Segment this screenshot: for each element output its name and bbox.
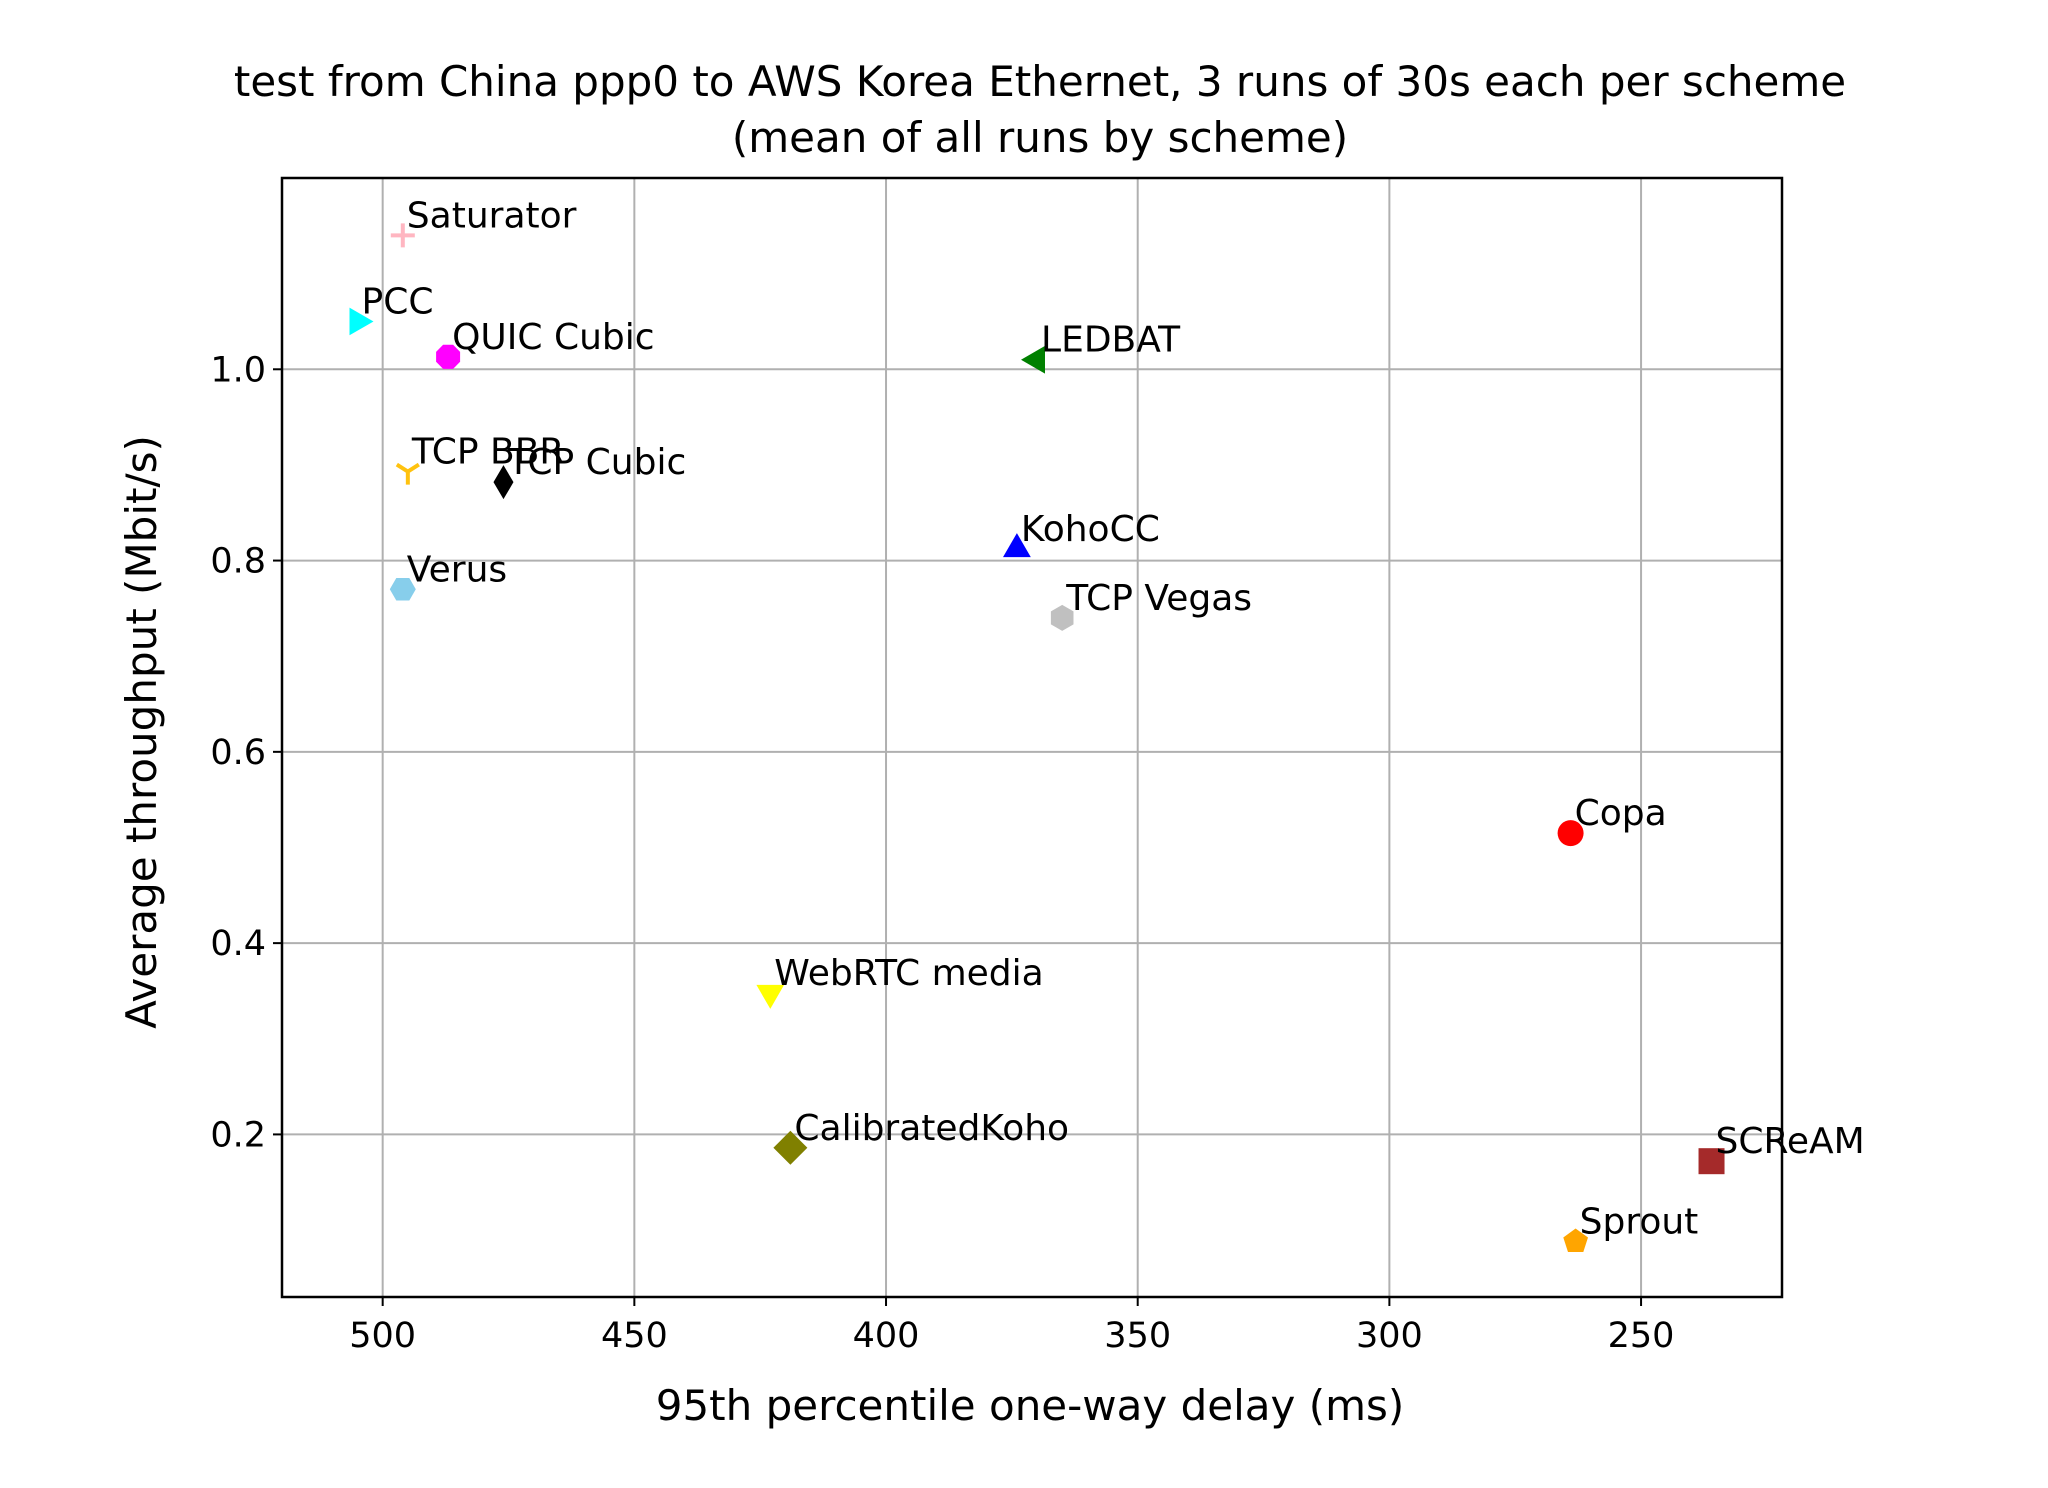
point-group: Sprout — [1563, 1202, 1698, 1252]
x-tick-label: 400 — [853, 1316, 920, 1356]
data-point-label: TCP Vegas — [1065, 578, 1252, 619]
data-point-label: TCP Cubic — [506, 442, 686, 483]
data-point-marker — [1003, 533, 1031, 558]
x-tick-label: 500 — [349, 1316, 416, 1356]
data-point-marker — [1021, 345, 1045, 374]
point-group: Verus — [389, 549, 507, 601]
data-point-label: WebRTC media — [774, 953, 1043, 994]
data-point-marker — [756, 984, 785, 1009]
data-point-label: CalibratedKoho — [794, 1108, 1069, 1149]
data-point-marker — [1698, 1148, 1725, 1175]
point-group: TCP BBR — [395, 432, 565, 485]
grid-lines — [282, 178, 1782, 1297]
axis-ticks: 500 450 400 350 300 250 0.2 0.4 0.6 0.8 1.0 — [210, 350, 1674, 1356]
point-group: Saturator — [390, 195, 577, 248]
data-point-marker — [390, 223, 415, 248]
point-group: LEDBAT — [1021, 320, 1181, 374]
data-point-marker — [493, 465, 514, 500]
data-point-label: Saturator — [407, 195, 577, 236]
y-tick-label: 0.6 — [210, 733, 266, 773]
data-point-label: LEDBAT — [1041, 320, 1181, 361]
x-tick-label: 350 — [1104, 1316, 1171, 1356]
data-point-label: QUIC Cubic — [452, 317, 654, 358]
x-tick-label: 300 — [1356, 1316, 1423, 1356]
point-group: CalibratedKoho — [773, 1108, 1069, 1165]
data-point-marker — [773, 1130, 808, 1165]
data-point-label: SCReAM — [1716, 1121, 1865, 1162]
data-point-label: Verus — [407, 549, 507, 590]
data-point-label: Sprout — [1580, 1202, 1699, 1243]
plot-frame — [280, 176, 1784, 1299]
point-group: KohoCC — [1003, 509, 1160, 558]
point-group: Copa — [1557, 793, 1667, 847]
y-axis-label: Average throughput (Mbit/s) — [117, 435, 166, 1029]
data-point-label: Copa — [1575, 793, 1667, 834]
y-tick-label: 0.2 — [210, 1115, 266, 1155]
y-tick-label: 0.8 — [210, 542, 266, 582]
data-point-marker — [1557, 820, 1584, 847]
x-tick-label: 250 — [1608, 1316, 1675, 1356]
point-group: TCP Vegas — [1050, 578, 1252, 631]
point-group: QUIC Cubic — [436, 317, 655, 369]
point-group: SCReAM — [1698, 1121, 1865, 1175]
data-point-label: TCP BBR — [411, 432, 565, 473]
chart-subtitle: (mean of all runs by scheme) — [732, 113, 1348, 162]
y-tick-label: 1.0 — [210, 350, 266, 390]
data-point-marker — [1563, 1228, 1588, 1252]
data-point-marker — [349, 307, 374, 336]
point-group: TCP Cubic — [493, 442, 686, 500]
data-point-label: PCC — [362, 281, 434, 322]
point-group: PCC — [349, 281, 434, 336]
data-point-marker — [436, 344, 461, 369]
x-axis-label: 95th percentile one-way delay (ms) — [656, 1381, 1405, 1430]
data-point-marker — [395, 462, 420, 485]
y-tick-label: 0.4 — [210, 924, 266, 964]
data-point-marker — [1050, 604, 1074, 631]
data-point-marker — [389, 578, 416, 601]
data-point-label: KohoCC — [1021, 509, 1160, 550]
point-group: WebRTC media — [756, 953, 1044, 1009]
chart-title: test from China ppp0 to AWS Korea Ethern… — [234, 57, 1846, 106]
x-tick-label: 450 — [601, 1316, 668, 1356]
